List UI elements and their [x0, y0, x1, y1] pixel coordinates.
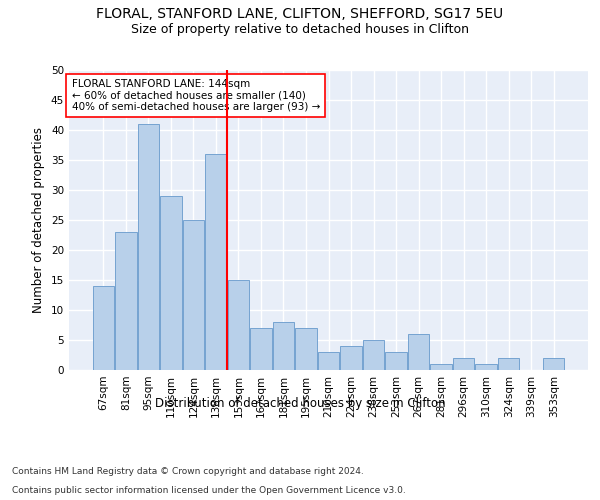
Text: Contains HM Land Registry data © Crown copyright and database right 2024.: Contains HM Land Registry data © Crown c… [12, 467, 364, 476]
Bar [430, 364, 452, 370]
Text: Size of property relative to detached houses in Clifton: Size of property relative to detached ho… [131, 22, 469, 36]
Bar [340, 346, 362, 370]
Bar [385, 352, 407, 370]
Text: Distribution of detached houses by size in Clifton: Distribution of detached houses by size … [155, 398, 445, 410]
Bar [453, 358, 475, 370]
Bar [115, 232, 137, 370]
Bar [273, 322, 294, 370]
Bar [318, 352, 339, 370]
Text: FLORAL STANFORD LANE: 144sqm
← 60% of detached houses are smaller (140)
40% of s: FLORAL STANFORD LANE: 144sqm ← 60% of de… [71, 79, 320, 112]
Text: Contains public sector information licensed under the Open Government Licence v3: Contains public sector information licen… [12, 486, 406, 495]
Text: FLORAL, STANFORD LANE, CLIFTON, SHEFFORD, SG17 5EU: FLORAL, STANFORD LANE, CLIFTON, SHEFFORD… [97, 8, 503, 22]
Bar [205, 154, 227, 370]
Bar [408, 334, 429, 370]
Bar [363, 340, 384, 370]
Bar [160, 196, 182, 370]
Bar [137, 124, 159, 370]
Bar [92, 286, 114, 370]
Bar [543, 358, 565, 370]
Bar [295, 328, 317, 370]
Bar [250, 328, 272, 370]
Bar [228, 280, 249, 370]
Bar [498, 358, 520, 370]
Bar [182, 220, 204, 370]
Bar [475, 364, 497, 370]
Y-axis label: Number of detached properties: Number of detached properties [32, 127, 46, 313]
